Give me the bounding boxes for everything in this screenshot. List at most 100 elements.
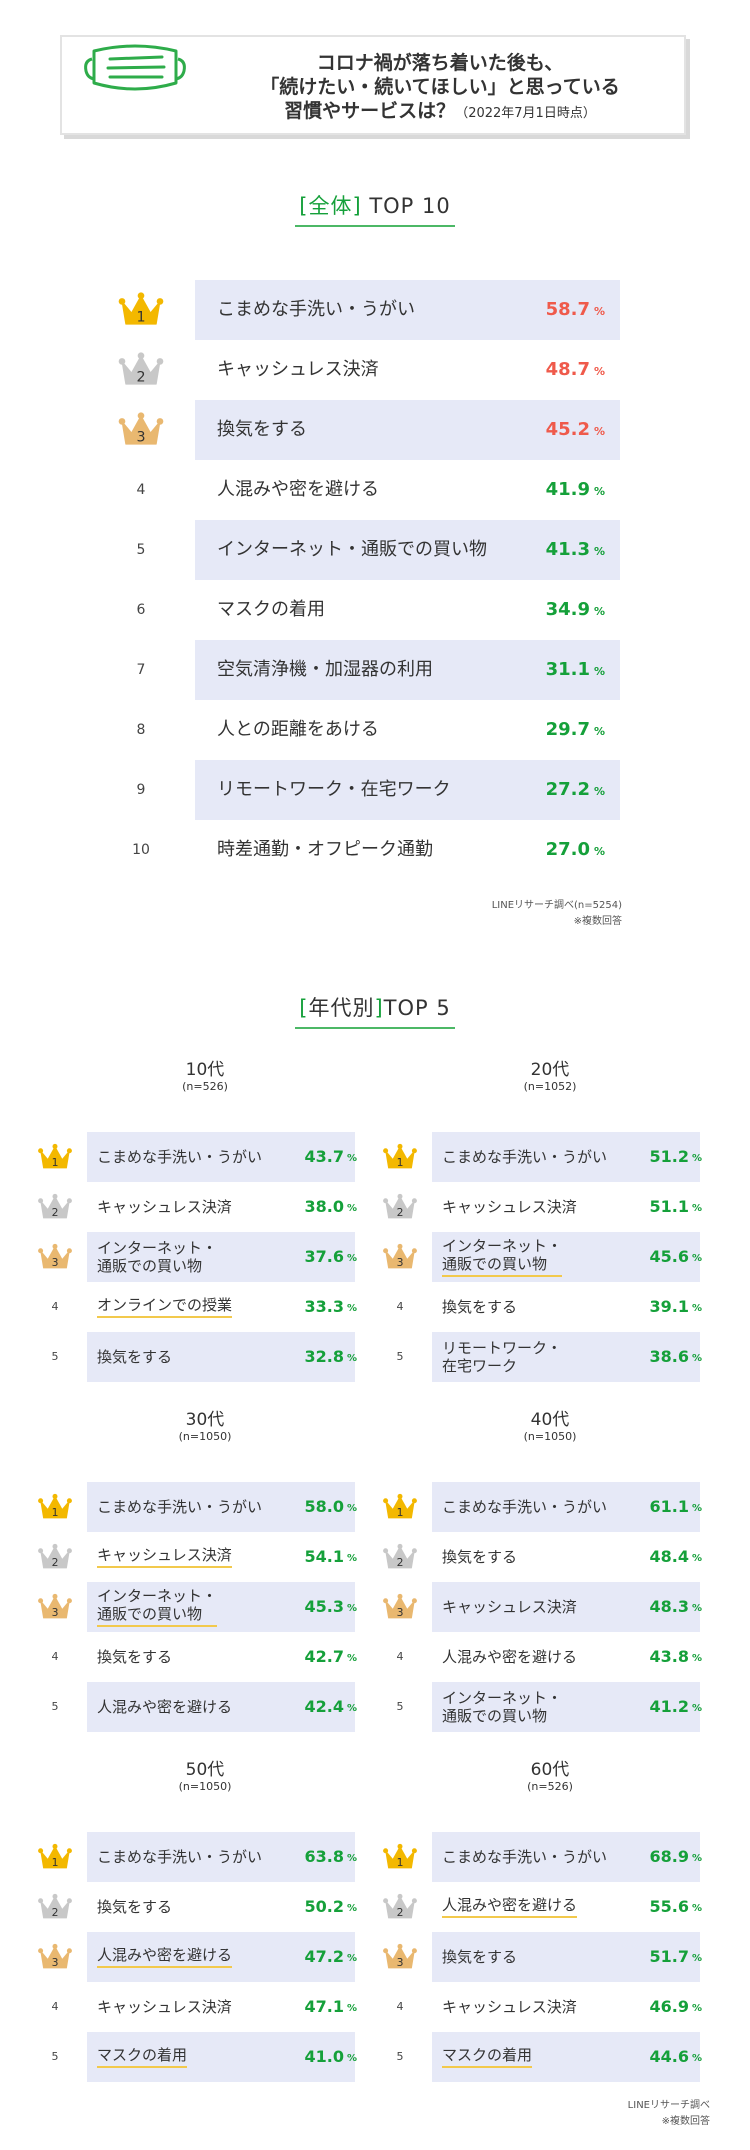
overall-item-label: 人との距離をあける <box>217 719 379 740</box>
age-value: 45.3 <box>304 1597 344 1616</box>
age-pct-unit: % <box>691 2053 702 2064</box>
age-pct-unit: % <box>346 1203 357 1214</box>
crown-jewel <box>411 1248 417 1254</box>
age-value: 48.3 <box>649 1597 689 1616</box>
age-panel-sample-size: (n=1052) <box>523 1080 577 1093</box>
age-pct-unit: % <box>346 1953 357 1964</box>
age-rank: 2 <box>380 1882 420 1932</box>
crown-rank-number: 2 <box>136 369 145 385</box>
overall-item-label: 時差通勤・オフピーク通勤 <box>217 839 433 860</box>
crown-jewel <box>411 1848 417 1854</box>
crown-jewel <box>137 412 145 420</box>
age-rank: 1 <box>380 1132 420 1182</box>
crown-jewel <box>156 418 164 425</box>
age-rank: 1 <box>35 1482 75 1532</box>
crown-jewel <box>52 1593 58 1599</box>
crown-jewel <box>397 1593 403 1599</box>
overall-rank: 4 <box>136 482 146 498</box>
age-row-bg <box>432 1582 700 1632</box>
crown-jewel <box>397 1193 403 1199</box>
age-row: 1 こまめな手洗い・うがい 58.0% <box>35 1482 375 1532</box>
age-rank: 3 <box>380 1932 420 1982</box>
age-row-bg <box>432 1682 700 1732</box>
age-rank: 4 <box>396 1300 404 1313</box>
age-panel-title: 20代 <box>530 1060 570 1080</box>
overall-row: 1 こまめな手洗い・うがい 58.7% <box>118 280 620 340</box>
crown-jewel <box>383 1248 389 1254</box>
age-item-label-text: 換気をする <box>97 1348 173 1366</box>
age-rank: 1 <box>35 1832 75 1882</box>
age-pct-unit: % <box>691 1303 702 1314</box>
age-rank: 4 <box>396 2000 404 2013</box>
overall-pct-unit: % <box>593 605 605 618</box>
age-item-label: 人混みや密を避ける <box>442 1632 577 1682</box>
age-row-bg <box>87 1482 355 1532</box>
age-value: 51.2 <box>649 1147 689 1166</box>
age-rank: 2 <box>35 1182 75 1232</box>
overall-pct-unit: % <box>593 545 605 558</box>
age-item-label-text: 換気をする <box>97 1898 173 1916</box>
crown-jewel <box>383 1498 389 1504</box>
age-value: 45.6 <box>649 1247 689 1266</box>
age-panel-sample-size: (n=526) <box>527 1780 573 1793</box>
age-pct-unit: % <box>346 1703 357 1714</box>
crown-shape <box>385 1896 415 1919</box>
age-rank: 3 <box>380 1232 420 1282</box>
age-value: 41.2 <box>649 1697 689 1716</box>
age-rank: 1 <box>380 1832 420 1882</box>
crown-rank-number: 2 <box>52 1906 59 1919</box>
overall-value: 31.1 <box>545 659 590 680</box>
age-row-bg <box>87 1232 355 1282</box>
age-value: 50.2 <box>304 1897 344 1916</box>
overall-row: 3 換気をする 45.2% <box>118 400 620 460</box>
crown-jewel <box>411 1498 417 1504</box>
crown-icon: 3 <box>38 1943 72 1969</box>
crown-shape <box>385 1546 415 1569</box>
crown-rank-number: 2 <box>52 1556 59 1569</box>
age-value: 51.1 <box>649 1197 689 1216</box>
crown-jewel <box>52 1943 58 1949</box>
age-pct-unit: % <box>346 1903 357 1914</box>
crown-jewel <box>52 1193 58 1199</box>
age-item-label: 人混みや密を避ける <box>97 1932 233 1982</box>
overall-item-label: キャッシュレス決済 <box>217 359 379 380</box>
overall-row-bg <box>195 760 620 820</box>
header-line-1: コロナ禍が落ち着いた後も、 <box>316 52 564 74</box>
age-value: 44.6 <box>649 2047 689 2066</box>
age-item-label: こまめな手洗い・うがい <box>97 1482 262 1532</box>
crown-rank-number: 1 <box>136 309 145 325</box>
crown-jewel <box>52 1493 58 1499</box>
overall-item-label: 換気をする <box>217 419 307 440</box>
age-rank: 2 <box>35 1532 75 1582</box>
crown-jewel <box>52 1893 58 1899</box>
age-item-label: 換気をする <box>97 1882 172 1932</box>
crown-jewel <box>411 1948 417 1954</box>
age-rank: 5 <box>51 1350 59 1363</box>
age-row: 5 マスクの着用 44.6% <box>380 2032 720 2082</box>
age-row-bg <box>432 1232 700 1282</box>
crown-shape <box>385 1946 415 1969</box>
age-item-label-text: キャッシュレス決済 <box>442 1598 577 1616</box>
crown-jewel <box>383 1548 389 1554</box>
crown-icon: 1 <box>38 1143 72 1169</box>
age-item-label: こまめな手洗い・うがい <box>97 1132 262 1182</box>
age-item-label: インターネット・ 通販での買い物 <box>97 1582 218 1632</box>
age-row-bg <box>432 1332 700 1382</box>
age-row-bg <box>87 1132 355 1182</box>
age-rank: 1 <box>380 1482 420 1532</box>
age-rank: 5 <box>51 1700 59 1713</box>
crown-icon: 3 <box>383 1943 417 1969</box>
age-value: 61.1 <box>649 1497 689 1516</box>
age-pct-unit: % <box>346 1603 357 1614</box>
age-row: 5 インターネット・ 通販での買い物 41.2% <box>380 1682 720 1732</box>
crown-jewel <box>397 1543 403 1549</box>
crown-jewel <box>137 292 145 300</box>
crown-icon: 2 <box>383 1543 417 1569</box>
header-line-2: 「続けたい・続いてほしい」と思っている <box>260 76 620 98</box>
crown-jewel <box>52 1843 58 1849</box>
age-pct-unit: % <box>346 1553 357 1564</box>
age-panel-title: 10代 <box>185 1060 225 1080</box>
overall-title-bracket: [全体] <box>299 194 362 218</box>
crown-jewel <box>411 1898 417 1904</box>
header-title: コロナ禍が落ち着いた後も、 「続けたい・続いてほしい」と思っている 習慣やサービ… <box>210 51 670 126</box>
